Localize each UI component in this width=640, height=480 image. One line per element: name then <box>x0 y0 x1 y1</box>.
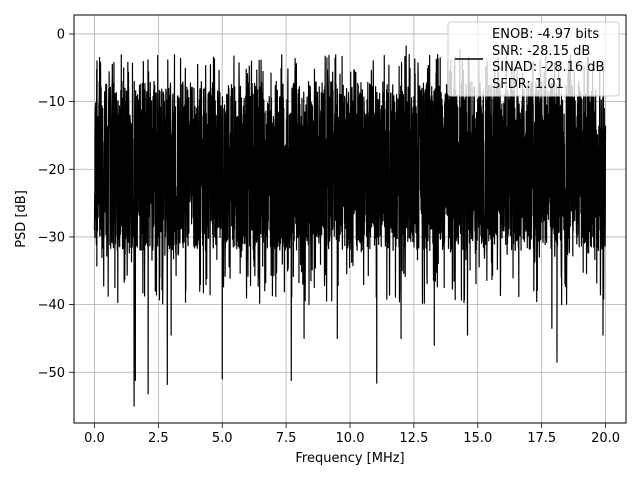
psd-series-line <box>93 45 607 407</box>
y-axis: 0 −10 −20 −30 −40 −50 <box>38 27 74 381</box>
legend-text-snr: SNR: -28.15 dB <box>492 44 590 59</box>
x-tick-label: 0.0 <box>84 431 105 446</box>
y-tick-label: −50 <box>38 366 65 381</box>
y-tick-label: −10 <box>38 95 65 110</box>
legend: ENOB: -4.97 bits SNR: -28.15 dB SINAD: -… <box>447 21 620 97</box>
x-tick-label: 15.0 <box>463 431 492 446</box>
x-tick-label: 20.0 <box>591 431 620 446</box>
x-tick-label: 2.5 <box>148 431 169 446</box>
legend-box <box>447 21 620 97</box>
y-tick-label: −40 <box>38 298 65 313</box>
x-axis: 0.0 2.5 5.0 7.5 10.0 12.5 15.0 17.5 20.0 <box>84 423 620 446</box>
x-tick-label: 7.5 <box>276 431 297 446</box>
y-tick-label: 0 <box>57 27 65 42</box>
x-tick-label: 10.0 <box>336 431 365 446</box>
y-axis-label: PSD [dB] <box>14 190 29 248</box>
legend-text-sfdr: SFDR: 1.01 <box>492 77 564 92</box>
legend-text-sinad: SINAD: -28.16 dB <box>492 60 604 75</box>
x-tick-label: 12.5 <box>399 431 428 446</box>
legend-text-enob: ENOB: -4.97 bits <box>492 27 599 42</box>
x-tick-label: 17.5 <box>527 431 556 446</box>
y-tick-label: −20 <box>38 163 65 178</box>
x-axis-label: Frequency [MHz] <box>295 451 404 466</box>
y-tick-label: −30 <box>38 230 65 245</box>
x-tick-label: 5.0 <box>212 431 233 446</box>
